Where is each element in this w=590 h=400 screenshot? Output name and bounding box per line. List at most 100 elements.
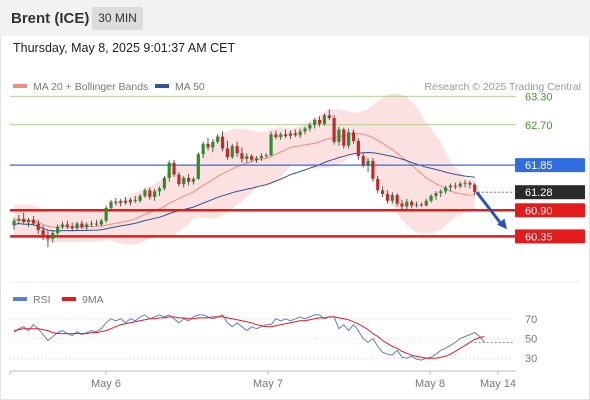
ma20-line — [13, 133, 475, 228]
candle-body — [240, 153, 244, 159]
candle-body — [12, 220, 16, 226]
forecast-arrow-shaft — [475, 191, 505, 228]
level-tag-label: 60.35 — [525, 231, 553, 243]
rsi-tick-label: 30 — [525, 353, 537, 365]
legend-label: RSI — [33, 294, 51, 306]
candle-body — [308, 124, 312, 129]
candle-body — [351, 132, 356, 141]
level-tag-label: 61.85 — [525, 160, 553, 172]
level-label: 62.70 — [525, 120, 553, 132]
rsi-panel: 70 50 30 — [10, 314, 537, 365]
candle-body — [162, 177, 166, 189]
candle-body — [216, 136, 220, 142]
candle-body — [51, 233, 55, 239]
candle-body — [138, 196, 142, 201]
candle-body — [187, 177, 191, 182]
candle-body — [143, 190, 147, 196]
candle-body — [230, 146, 234, 158]
level-tag — [515, 203, 585, 218]
candle-body — [90, 223, 94, 225]
candle-body — [148, 190, 152, 197]
last-price-tag — [515, 185, 585, 200]
candle-body — [211, 141, 215, 148]
candle-body — [245, 156, 249, 159]
candle-body — [453, 185, 457, 187]
candle-body — [288, 133, 293, 137]
bollinger-band-area — [14, 93, 475, 245]
candle-body — [332, 118, 336, 142]
legends: MA 20 + Bollinger Bands MA 50 Research © 2… — [13, 81, 581, 306]
candle-body — [153, 191, 157, 197]
candle-body — [439, 191, 443, 194]
candle-body — [284, 134, 288, 137]
header-bar: Brent (ICE) 30 MIN — [0, 0, 590, 36]
candle-body — [347, 132, 351, 146]
candle-body — [390, 195, 394, 201]
candle-body — [220, 136, 225, 149]
candle-body — [114, 201, 118, 204]
candle-body — [70, 226, 74, 229]
legend-swatch — [13, 297, 27, 301]
candle-body — [327, 115, 331, 119]
candle-body — [419, 204, 423, 206]
candle-body — [342, 129, 346, 146]
candle-body — [473, 184, 477, 193]
candle-body — [123, 200, 128, 203]
candle-body — [99, 220, 103, 225]
legend-label: MA 50 — [175, 81, 205, 93]
candle-body — [172, 162, 176, 175]
candle-body — [80, 223, 84, 228]
candle-body — [322, 115, 326, 124]
candle-body — [46, 236, 50, 239]
candle-body — [60, 224, 65, 227]
rsi-line — [13, 314, 485, 361]
candle-body — [405, 201, 409, 207]
candle-body — [279, 134, 283, 138]
level-tag — [515, 229, 585, 244]
bollinger-bands — [13, 93, 475, 245]
candle-body — [381, 190, 385, 195]
candle-body — [259, 156, 263, 158]
legend-swatch — [62, 297, 76, 301]
rsi-tick-label: 50 — [525, 334, 537, 346]
candle-body — [196, 154, 200, 179]
candle-body — [264, 155, 268, 157]
candle-body — [75, 223, 79, 229]
candle-body — [41, 230, 45, 237]
candle-body — [313, 120, 317, 125]
interval-badge[interactable]: 30 MIN — [92, 7, 143, 30]
credit-label: Research © 2025 Trading Central — [424, 81, 581, 93]
candle-body — [104, 207, 108, 221]
x-tick-label: May 7 — [253, 378, 283, 390]
x-tick-label: May 14 — [480, 378, 516, 390]
candle-body — [448, 185, 453, 188]
level-label: 63.30 — [525, 91, 553, 103]
candle-body — [94, 223, 99, 225]
candle-body — [463, 182, 467, 184]
timestamp: Thursday, May 8, 2025 9:01:37 AM CET — [13, 41, 236, 55]
candle-body — [85, 224, 89, 228]
candle-body — [225, 148, 229, 158]
candle-body — [157, 188, 162, 192]
candle-body — [17, 218, 21, 221]
candle-body — [317, 120, 322, 124]
legend-label: MA 20 + Bollinger Bands — [33, 81, 148, 93]
x-tick-label: May 6 — [91, 378, 121, 390]
candle-body — [434, 193, 438, 196]
candle-body — [410, 201, 414, 206]
candle-body — [356, 140, 360, 157]
candle-body — [22, 218, 26, 223]
candle-body — [424, 200, 428, 206]
forecast-arrow-head — [497, 218, 507, 230]
candle-body — [235, 146, 239, 154]
x-tick-label: May 8 — [415, 378, 445, 390]
candle-body — [206, 143, 210, 148]
candle-body — [182, 177, 186, 185]
candle-body — [250, 156, 254, 160]
candle-body — [298, 131, 302, 136]
candle-body — [254, 158, 259, 160]
candle-body — [128, 199, 132, 203]
candle-body — [191, 178, 196, 182]
